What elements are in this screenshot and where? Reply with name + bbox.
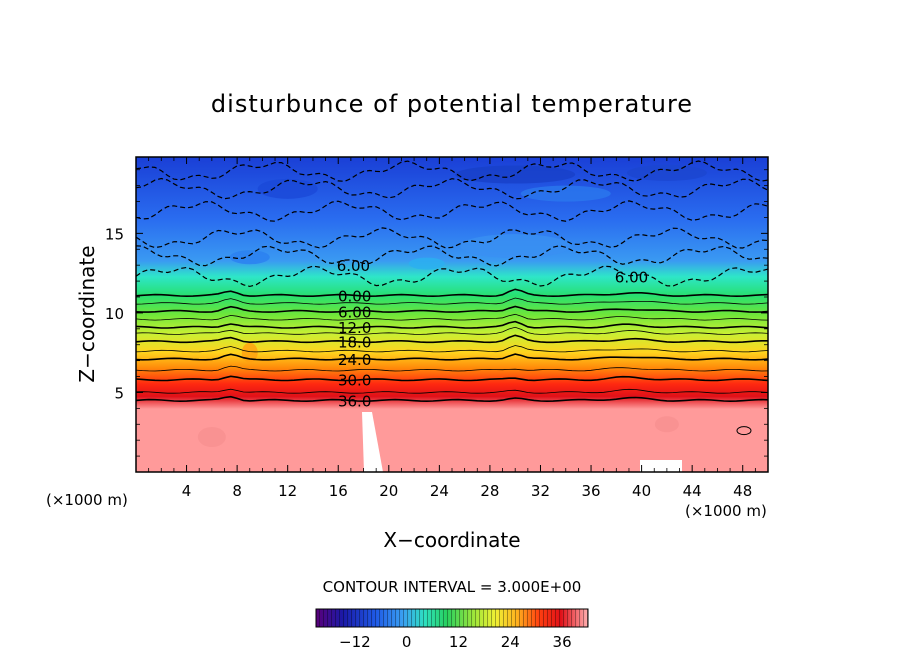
y-axis-label: Z−coordinate	[75, 245, 99, 382]
contour-line-dashed	[135, 177, 769, 200]
x-unit-right: (×1000 m)	[685, 502, 767, 520]
x-tick-label: 28	[480, 482, 499, 500]
contour-label: 18.0	[338, 334, 371, 352]
field-patch	[455, 165, 576, 184]
contour-line-dashed	[135, 200, 769, 222]
x-tick-label: 12	[278, 482, 297, 500]
x-tick-label: 32	[531, 482, 550, 500]
x-tick-label: 36	[581, 482, 600, 500]
contour-label: 12.0	[338, 319, 371, 337]
field-patch	[257, 178, 318, 199]
contour-line	[135, 320, 769, 329]
field-patches	[197, 164, 707, 472]
x-tick-label: 4	[182, 482, 192, 500]
contour-line	[135, 313, 769, 321]
x-tick-label: 16	[329, 482, 348, 500]
contour-line	[135, 297, 769, 305]
field-patch	[654, 416, 679, 433]
contour-line-dashed	[135, 245, 769, 267]
contour-line-dashed	[135, 160, 769, 182]
y-tick-label: 15	[105, 225, 124, 243]
colorbar-frame	[315, 608, 589, 628]
x-unit-left: (×1000 m)	[46, 491, 128, 509]
x-axis-ticks: 4 8 12 16 20 24 28 32 36 40 44 48	[148, 157, 756, 500]
colorbar-tick-label: 0	[402, 633, 412, 651]
contour-line	[135, 334, 768, 344]
colorbar-stripes	[316, 609, 588, 627]
contour-label: 6.00	[615, 268, 648, 286]
contour-line	[135, 365, 769, 372]
contour-line	[135, 353, 769, 361]
field-patch	[197, 427, 226, 447]
contour-interval-text: CONTOUR INTERVAL = 3.000E+00	[323, 578, 582, 596]
chart-title: disturbunce of potential temperature	[211, 90, 693, 118]
y-axis-ticks: 5 10 15	[105, 169, 768, 457]
contour-label: 6.00	[338, 303, 371, 321]
contour-line	[135, 345, 769, 353]
x-tick-label: 40	[632, 482, 651, 500]
contour-label: 36.0	[338, 392, 371, 410]
field-patch	[229, 250, 270, 265]
x-tick-label: 44	[683, 482, 702, 500]
x-tick-label: 24	[430, 482, 449, 500]
field-patch	[408, 257, 445, 270]
contour-line-dashed	[135, 227, 769, 249]
contour-line	[135, 375, 769, 382]
white-gap	[362, 412, 383, 472]
field-patch	[626, 164, 707, 181]
colorbar-tick-label: 24	[501, 633, 520, 651]
contour-label: 30.0	[338, 372, 371, 390]
contour-line	[135, 395, 769, 403]
contour-label: 24.0	[338, 351, 371, 369]
colorbar-tick-label: 36	[553, 633, 572, 651]
colorbar: −12 0 12 24 36	[315, 608, 589, 651]
contour-line	[135, 288, 769, 298]
colorbar-tick-label: 12	[449, 633, 468, 651]
contour-line-dashed	[135, 265, 769, 288]
y-tick-label: 10	[105, 305, 124, 323]
contour-line	[135, 305, 769, 313]
y-tick-label: 5	[114, 384, 124, 402]
contour-line	[135, 388, 769, 394]
x-tick-label: 8	[232, 482, 242, 500]
x-tick-label: 20	[379, 482, 398, 500]
field-patch	[460, 234, 571, 259]
contour-label: 0.00	[338, 287, 371, 305]
contour-label: 6.00	[337, 257, 370, 275]
contour-line	[135, 326, 769, 335]
x-tick-label: 48	[733, 482, 752, 500]
contour-loop	[736, 426, 752, 436]
x-axis-label: X−coordinate	[383, 528, 520, 552]
colorbar-tick-label: −12	[339, 633, 371, 651]
colorbar-ticks: −12 0 12 24 36	[339, 633, 572, 651]
field-patch	[520, 185, 611, 202]
white-gap	[640, 460, 682, 472]
contour-lines	[135, 160, 769, 436]
